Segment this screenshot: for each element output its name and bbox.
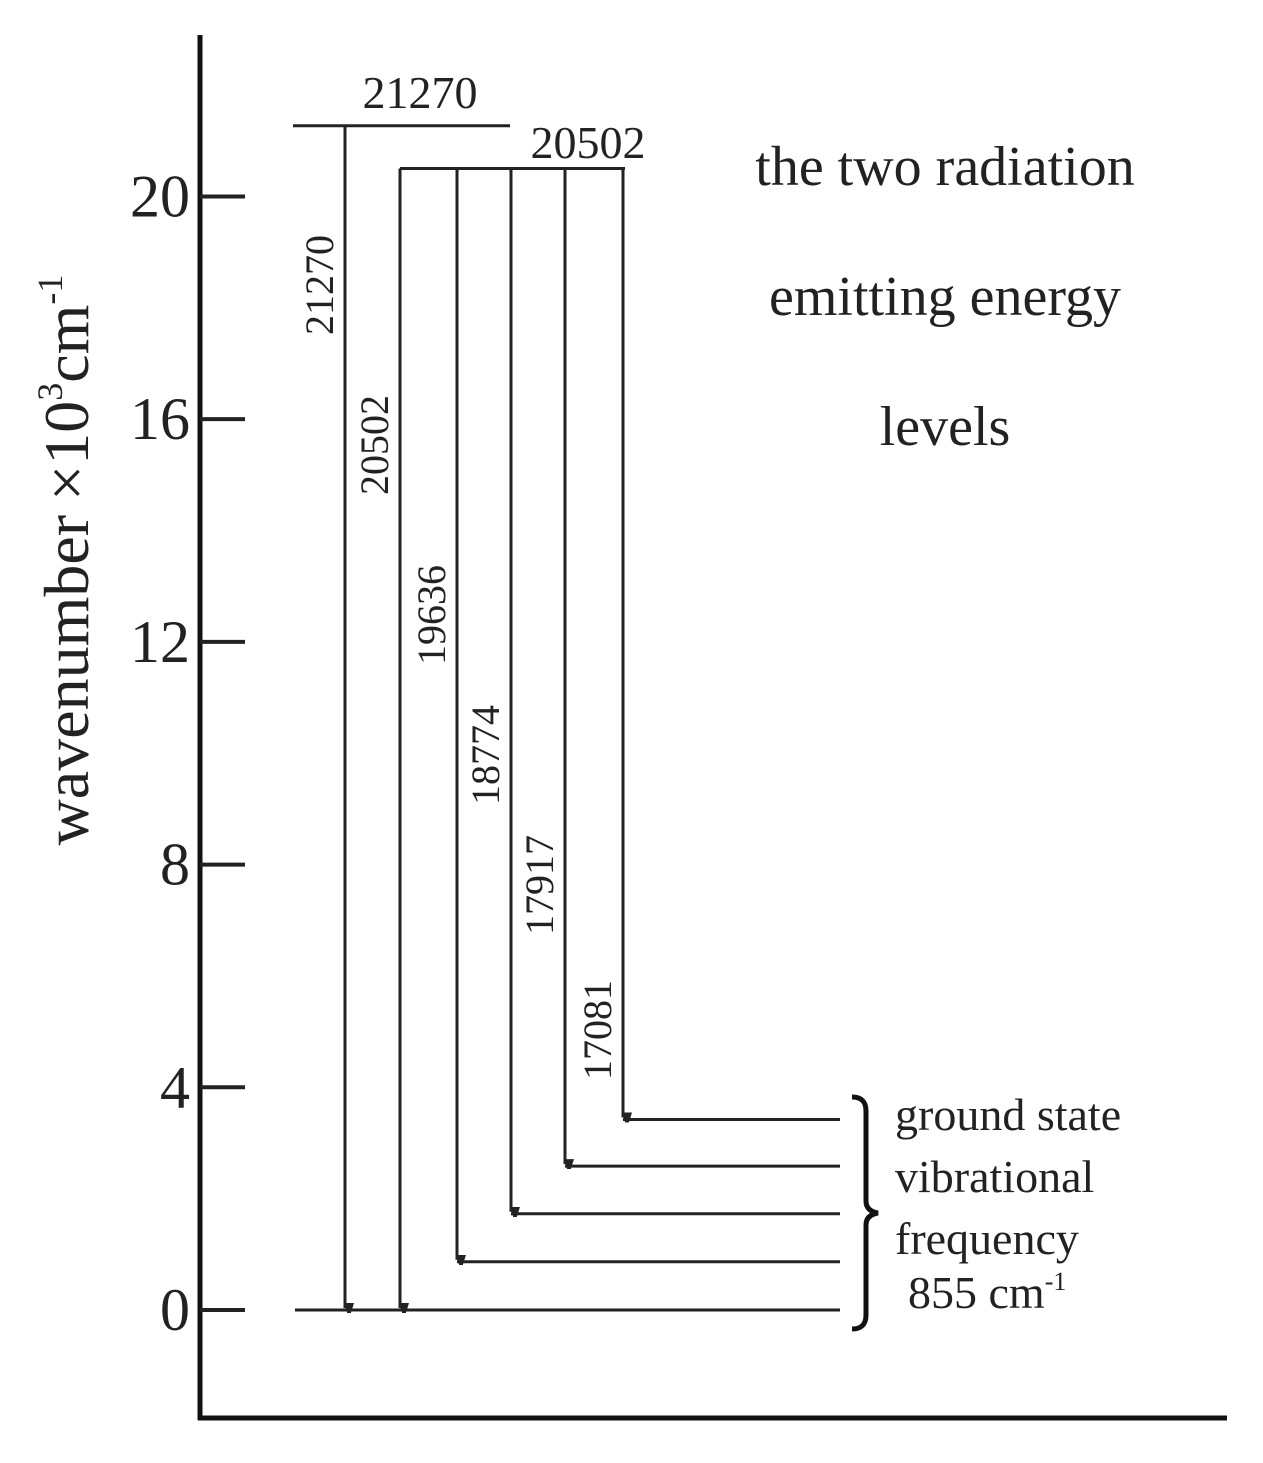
transition-label: 17081 [575, 980, 620, 1080]
title-line: levels [880, 396, 1011, 458]
y-tick-label: 0 [160, 1277, 190, 1343]
level-label: 21270 [363, 67, 478, 118]
note-value: 855 cm-1 [908, 1267, 1066, 1318]
bracket [851, 1094, 879, 1332]
axis-unit: cm [31, 305, 102, 383]
axis-multiplier: ×10 [31, 401, 102, 501]
transition-label: 20502 [352, 395, 397, 495]
y-tick-label: 4 [160, 1054, 190, 1120]
transition-label: 18774 [463, 705, 508, 805]
note-line: ground state [895, 1089, 1121, 1140]
axis-unit-exponent: -1 [30, 275, 70, 305]
transition-label: 19636 [409, 565, 454, 665]
axis-label: wavenumber ×103cm-1 [30, 275, 102, 846]
level-label: 20502 [531, 117, 646, 168]
y-tick-label: 20 [130, 163, 190, 229]
transition-label: 21270 [297, 235, 342, 335]
transition-label: 17917 [517, 835, 562, 935]
title-line: emitting energy [769, 266, 1121, 328]
title-line: the two radiation [755, 136, 1134, 198]
y-tick-label: 8 [160, 832, 190, 898]
note-line: frequency [895, 1213, 1079, 1264]
axis-exponent: 3 [30, 383, 70, 401]
axis-label-text: wavenumber [31, 515, 102, 846]
note-line: vibrational [895, 1151, 1094, 1202]
y-tick-label: 16 [130, 386, 190, 452]
note-exponent: -1 [1045, 1267, 1067, 1296]
note-value-text: 855 cm [908, 1267, 1045, 1318]
y-tick-label: 12 [130, 609, 190, 675]
